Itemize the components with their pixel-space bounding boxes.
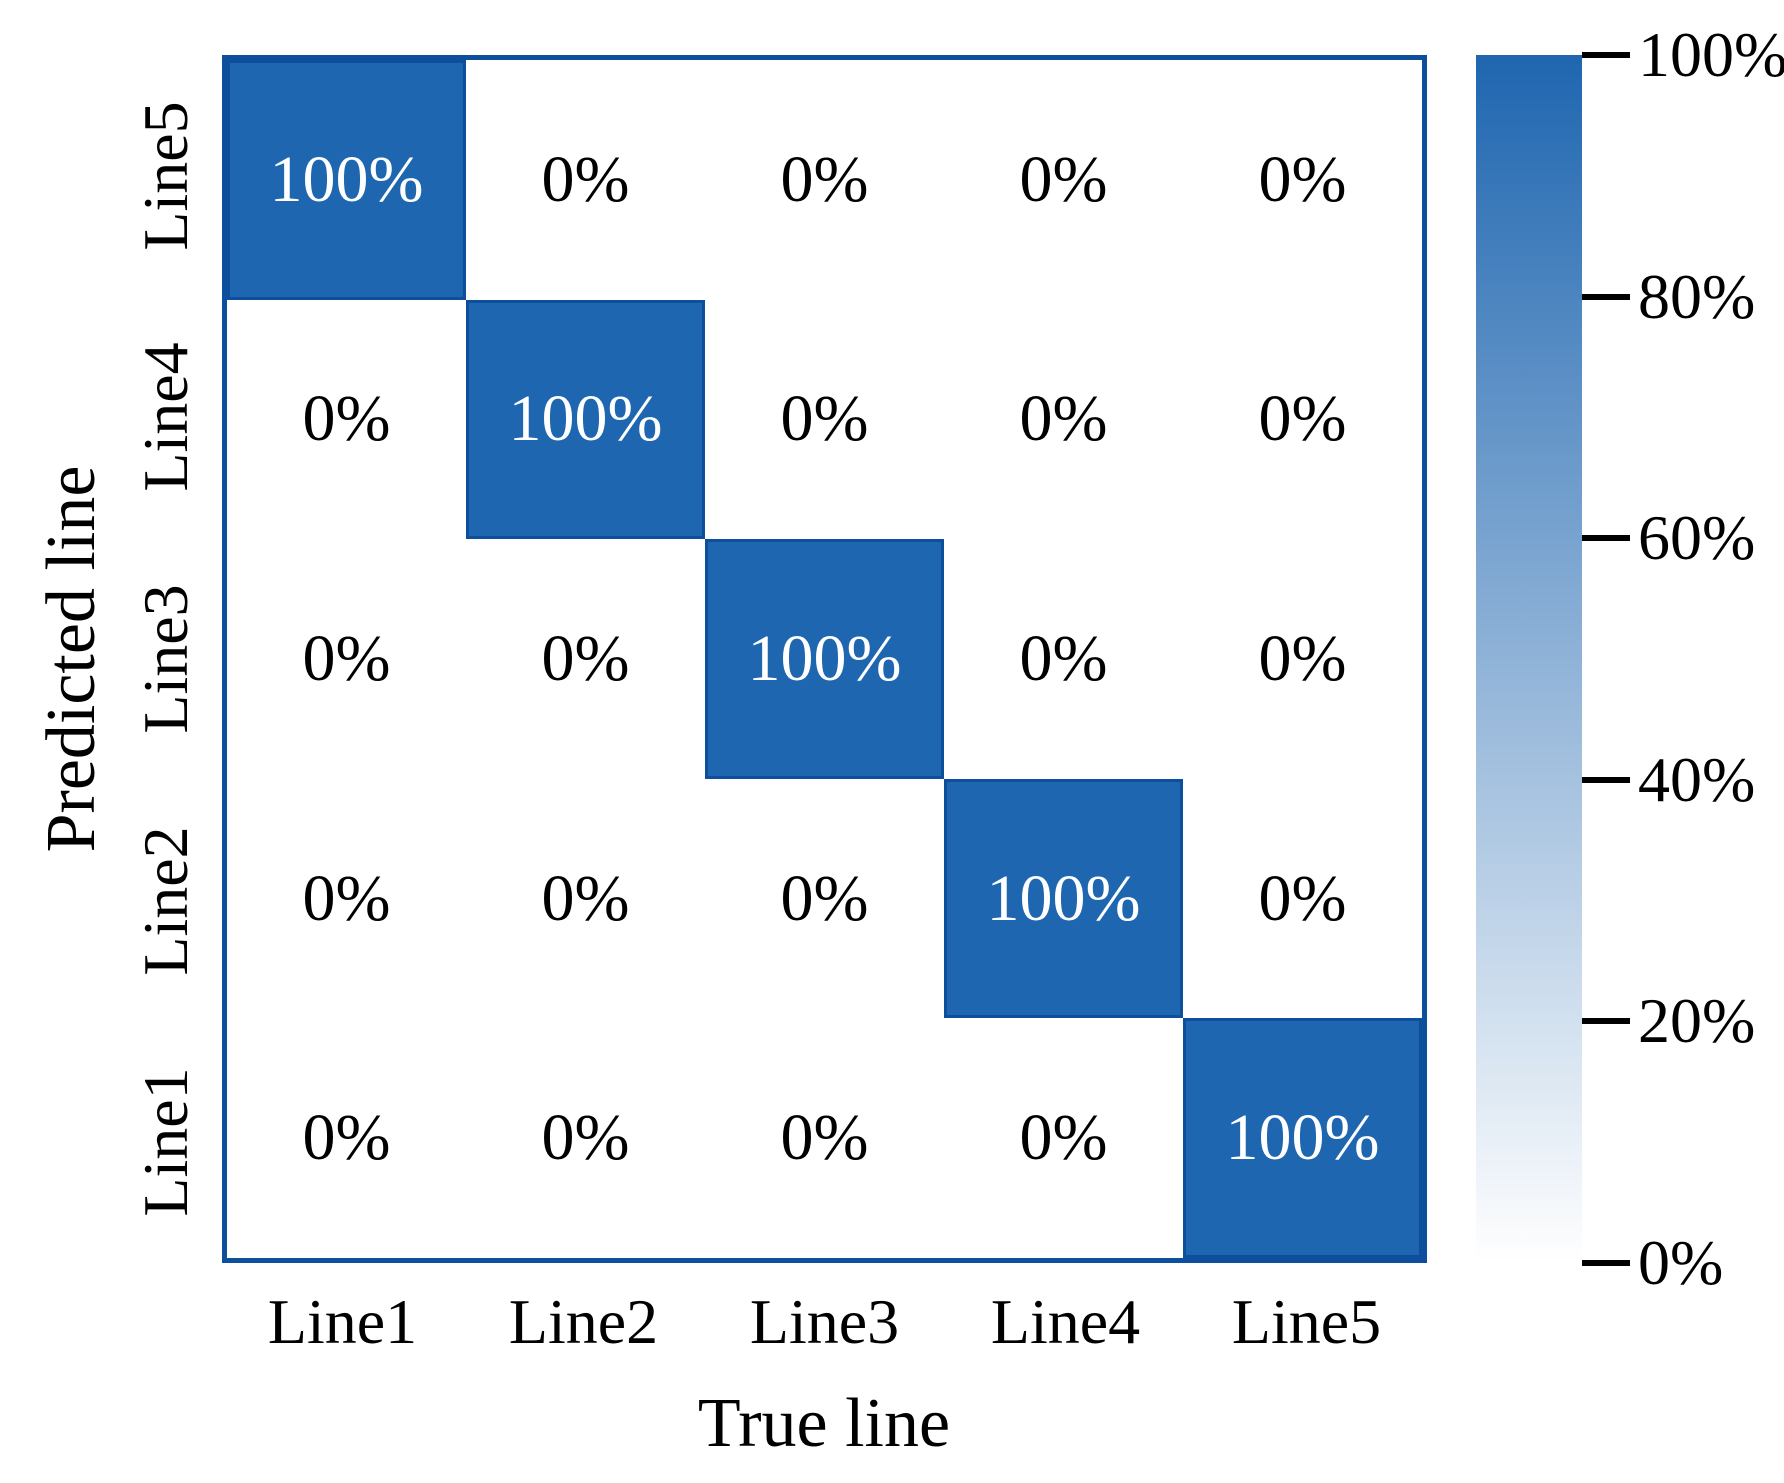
heatmap-cell: 0%	[1183, 60, 1422, 300]
y-tick-label: Line4	[130, 342, 201, 493]
heatmap-cell: 100%	[705, 539, 944, 779]
heatmap-cell: 0%	[944, 1018, 1183, 1258]
colorbar-tick-label: 0%	[1638, 1227, 1724, 1298]
heatmap-cell: 100%	[944, 778, 1183, 1019]
x-axis-label: True line	[697, 1385, 951, 1462]
colorbar-tick-label: 20%	[1638, 985, 1756, 1057]
colorbar-tick-label: 40%	[1638, 743, 1756, 815]
heatmap-cell: 100%	[466, 299, 705, 540]
heatmap-cell: 0%	[944, 539, 1183, 779]
heatmap-cell: 0%	[705, 60, 944, 300]
heatmap-cell: 0%	[1183, 778, 1422, 1019]
y-tick-label: Line2	[130, 825, 201, 976]
heatmap-cell: 100%	[1183, 1018, 1422, 1258]
x-tick-label: Line5	[1231, 1286, 1382, 1357]
colorbar-tick-label: 60%	[1638, 502, 1756, 574]
heatmap-cell: 0%	[705, 299, 944, 540]
colorbar-tick	[1582, 535, 1630, 542]
y-tick-label: Line5	[130, 101, 201, 251]
colorbar-tick-label: 80%	[1638, 260, 1756, 332]
heatmap-cell: 0%	[944, 299, 1183, 540]
heatmap-cell: 0%	[466, 539, 705, 779]
colorbar-tick	[1582, 1018, 1630, 1025]
colorbar-tick	[1582, 293, 1630, 300]
heatmap-cell: 0%	[944, 60, 1183, 300]
heatmap-cell: 0%	[705, 778, 944, 1019]
colorbar-tick	[1582, 52, 1630, 58]
colorbar-tick	[1582, 776, 1630, 783]
heatmap-grid: 100% 0% 0% 0% 0% 0% 100% 0% 0% 0% 0% 0% 100% 0% 0% 0% 0%…	[222, 55, 1427, 1263]
y-tick-label: Line1	[130, 1067, 201, 1217]
heatmap-cell: 0%	[466, 60, 705, 300]
y-tick-label: Line3	[130, 584, 201, 734]
heatmap-cell: 0%	[1183, 539, 1422, 779]
heatmap-cell: 100%	[227, 60, 466, 300]
y-axis-label: Predicted line	[33, 465, 110, 853]
x-tick-label: Line2	[508, 1286, 659, 1357]
heatmap-cell: 0%	[227, 539, 466, 779]
heatmap-cell: 0%	[227, 1018, 466, 1258]
heatmap-cell: 0%	[466, 778, 705, 1019]
heatmap-cell: 0%	[227, 778, 466, 1019]
heatmap-cell: 0%	[705, 1018, 944, 1258]
heatmap-cell: 0%	[466, 1018, 705, 1258]
heatmap-cell: 0%	[1183, 299, 1422, 540]
colorbar-tick-label: 100%	[1638, 19, 1784, 90]
x-tick-label: Line1	[267, 1286, 418, 1357]
colorbar-tick	[1582, 1260, 1630, 1266]
colorbar-gradient	[1476, 55, 1582, 1263]
x-tick-label: Line4	[990, 1286, 1141, 1357]
x-tick-label: Line3	[749, 1286, 900, 1357]
heatmap-cell: 0%	[227, 299, 466, 540]
